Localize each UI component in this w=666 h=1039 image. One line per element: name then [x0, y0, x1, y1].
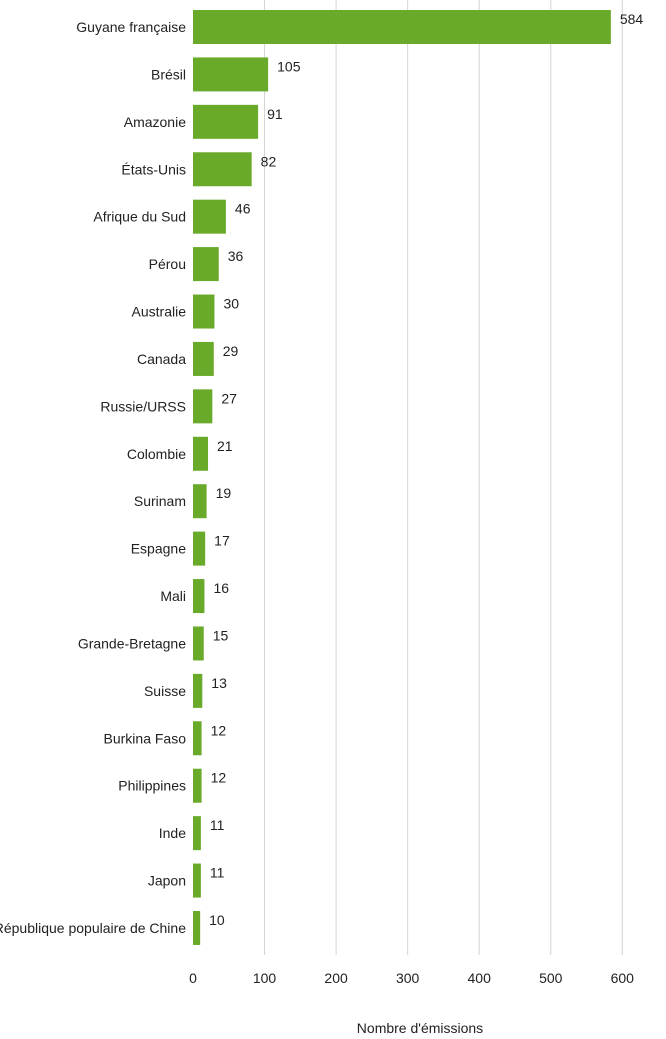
- value-label: 17: [214, 533, 230, 549]
- value-label: 19: [216, 485, 232, 501]
- category-label: Australie: [132, 304, 187, 320]
- x-tick-labels: 0 100 200 300 400 500 600: [189, 970, 634, 986]
- x-tick-label: 200: [324, 970, 348, 986]
- category-label: Surinam: [134, 493, 186, 509]
- category-label: Pérou: [149, 256, 186, 272]
- bar: [193, 910, 201, 945]
- bar: [193, 673, 203, 708]
- bar: [193, 247, 219, 282]
- value-label: 91: [267, 106, 283, 122]
- x-tick-label: 600: [611, 970, 635, 986]
- category-label: Mali: [160, 588, 186, 604]
- x-tick-label: 100: [253, 970, 277, 986]
- category-label: République populaire de Chine: [0, 920, 186, 936]
- value-label: 105: [277, 58, 301, 74]
- value-labels: 584 105 91 82 46 36 30 29 27 21 19 17 16 15 13 12 12 11 11…: [209, 11, 643, 928]
- category-label: Grande-Bretagne: [78, 635, 186, 651]
- bar: [193, 10, 611, 44]
- bar: [193, 341, 214, 376]
- value-label: 82: [261, 153, 277, 169]
- x-tick-label: 300: [396, 970, 420, 986]
- value-label: 15: [213, 627, 229, 643]
- category-label: Japon: [148, 873, 186, 889]
- value-label: 46: [235, 201, 251, 217]
- value-label: 16: [213, 580, 229, 596]
- bar: [193, 579, 205, 614]
- category-label: États-Unis: [121, 161, 186, 177]
- value-label: 12: [211, 770, 227, 786]
- bars: [193, 10, 611, 945]
- value-label: 36: [228, 248, 244, 264]
- bar: [193, 152, 252, 187]
- value-label: 21: [217, 438, 233, 454]
- value-label: 584: [620, 11, 644, 27]
- bar: [193, 626, 204, 661]
- bar: [193, 721, 202, 756]
- x-tick-label: 500: [539, 970, 563, 986]
- category-label: Espagne: [131, 541, 186, 557]
- bar: [193, 199, 226, 234]
- category-label: Amazonie: [124, 114, 186, 130]
- x-axis-title: Nombre d'émissions: [357, 1020, 483, 1036]
- category-label: Afrique du Sud: [93, 209, 186, 225]
- category-label: Burkina Faso: [104, 730, 187, 746]
- category-label: Philippines: [118, 778, 186, 794]
- category-label: Brésil: [151, 66, 186, 82]
- bar: [193, 389, 213, 424]
- value-label: 30: [223, 296, 239, 312]
- category-label: Russie/URSS: [100, 398, 186, 414]
- category-label: Canada: [137, 351, 186, 367]
- bar: [193, 531, 206, 566]
- value-label: 27: [221, 390, 237, 406]
- value-label: 11: [210, 817, 225, 833]
- category-label: Suisse: [144, 683, 186, 699]
- bar: [193, 436, 209, 471]
- x-tick-label: 400: [468, 970, 492, 986]
- bar: [193, 863, 201, 898]
- bar: [193, 816, 201, 851]
- bar: [193, 104, 259, 139]
- value-label: 10: [209, 912, 225, 928]
- bar: [193, 57, 269, 92]
- value-label: 12: [211, 722, 227, 738]
- bar: [193, 768, 202, 803]
- gridlines: [264, 0, 623, 955]
- x-tick-label: 0: [189, 970, 197, 986]
- bar: [193, 484, 207, 519]
- category-labels: Guyane française Brésil Amazonie États-Unis…: [0, 19, 186, 936]
- value-label: 11: [210, 865, 225, 881]
- category-label: Guyane française: [76, 19, 186, 35]
- value-label: 29: [223, 343, 239, 359]
- value-label: 13: [211, 675, 227, 691]
- category-label: Colombie: [127, 446, 186, 462]
- bar: [193, 294, 215, 329]
- category-label: Inde: [159, 825, 186, 841]
